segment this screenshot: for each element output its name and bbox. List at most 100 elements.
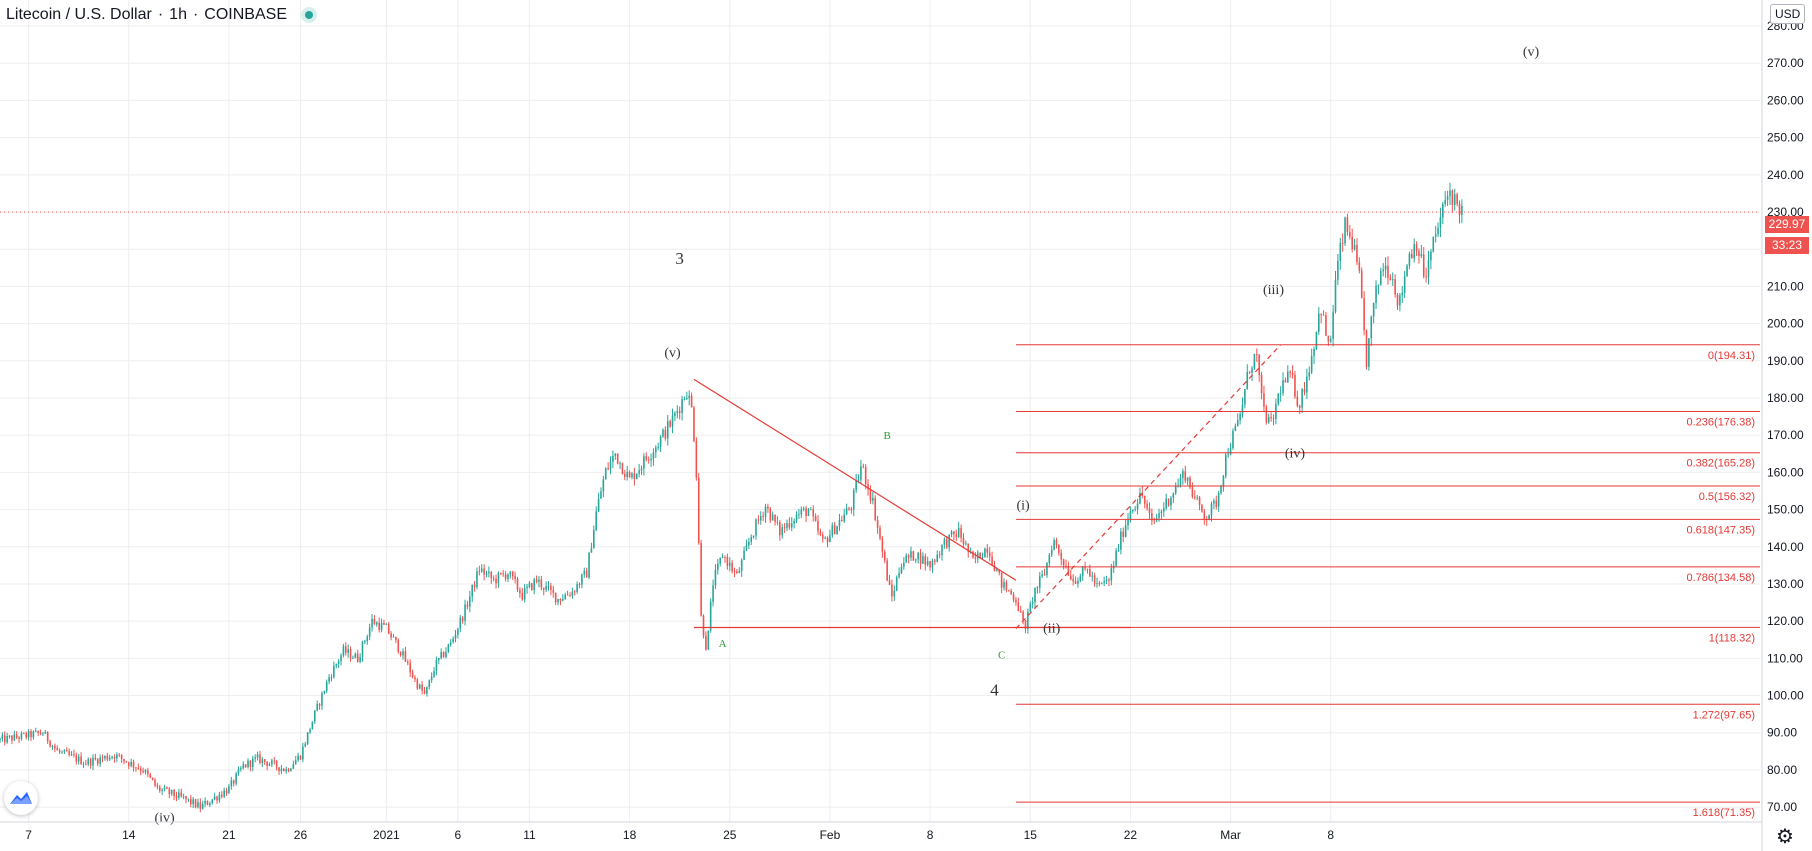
x-tick-label: 7: [25, 828, 32, 842]
candle-body: [841, 520, 843, 522]
candle-body: [640, 468, 643, 471]
candle-body: [323, 691, 326, 694]
candle-body: [8, 735, 11, 737]
candle-body: [655, 447, 657, 453]
candle-body: [1291, 372, 1294, 375]
candle-body: [1241, 404, 1244, 415]
candle-body: [588, 552, 590, 578]
candle-body: [1167, 498, 1170, 506]
candle-body: [228, 786, 230, 794]
candle-body: [893, 590, 896, 597]
candle-body: [707, 630, 710, 650]
candle-body: [733, 571, 736, 572]
candle-body: [89, 759, 92, 766]
candle-body: [984, 548, 986, 558]
candle-body: [335, 664, 338, 666]
candle-body: [244, 764, 247, 768]
candle-body: [950, 531, 953, 535]
candle-body: [1055, 540, 1058, 545]
y-tick-label: 240.00: [1767, 168, 1804, 182]
candle-body: [1298, 405, 1301, 408]
candle-body: [161, 789, 163, 791]
candle-body: [862, 466, 865, 468]
x-tick-label: 11: [523, 828, 536, 842]
tradingview-logo-icon[interactable]: [4, 781, 38, 815]
candle-body: [762, 516, 764, 517]
candle-body: [986, 548, 989, 553]
wave-labels-layer: 3 (v) (iv) B A C 4 (i) (ii) (iii) (iv) (v): [154, 45, 1539, 826]
currency-button[interactable]: USD: [1770, 4, 1806, 24]
candle-body: [595, 511, 598, 530]
candle-body: [905, 555, 908, 563]
wave-label: (v): [1523, 45, 1540, 60]
candle-body: [814, 516, 817, 521]
candle-body: [824, 537, 826, 539]
candle-body: [127, 762, 130, 766]
candle-body: [795, 515, 798, 521]
candle-body: [1277, 393, 1280, 404]
settings-gear-icon[interactable]: ⚙: [1776, 826, 1794, 848]
candle-body: [724, 557, 726, 558]
candle-body: [30, 730, 32, 738]
candle-body: [1129, 511, 1132, 520]
x-tick-label: 26: [294, 828, 308, 842]
candle-body: [736, 571, 738, 573]
wave-label: A: [719, 638, 727, 650]
candle-body: [883, 551, 886, 561]
candle-body: [614, 453, 617, 456]
wave-label: C: [998, 649, 1005, 661]
candle-body: [1394, 279, 1396, 295]
candle-body: [590, 548, 593, 553]
candle-body: [373, 619, 376, 625]
interval-label[interactable]: 1h: [169, 6, 187, 23]
candle-body: [1208, 515, 1210, 521]
candle-body: [788, 523, 791, 528]
candle-body: [266, 761, 268, 766]
candle-body: [1091, 575, 1094, 577]
candle-body: [616, 453, 619, 464]
candle-body: [886, 560, 888, 581]
candle-body: [550, 585, 552, 591]
candle-body: [1217, 493, 1220, 507]
candle-body: [1375, 285, 1377, 303]
candle-body: [709, 601, 712, 631]
candle-body: [755, 519, 757, 536]
candle-body: [371, 619, 373, 628]
candle-body: [426, 687, 428, 694]
candle-body: [805, 508, 807, 517]
candle-body: [926, 561, 929, 565]
candle-body: [156, 785, 159, 787]
candle-body: [1422, 254, 1425, 277]
candle-body: [292, 764, 295, 769]
candle-body: [1186, 477, 1189, 481]
candle-body: [452, 638, 454, 643]
candle-body: [1027, 611, 1029, 629]
candle-body: [383, 622, 385, 625]
candle-body: [1432, 236, 1435, 252]
candle-body: [287, 769, 290, 772]
candle-body: [996, 569, 998, 572]
candle-body: [1067, 566, 1070, 576]
candle-body: [15, 734, 18, 738]
candle-body: [686, 398, 688, 399]
candle-body: [945, 539, 948, 548]
candle-body: [476, 571, 478, 588]
candle-body: [18, 737, 20, 739]
candle-body: [1084, 566, 1086, 569]
candle-body: [514, 576, 516, 579]
candle-body: [1382, 269, 1384, 272]
candle-body: [1196, 497, 1198, 499]
candle-body: [101, 757, 104, 759]
candle-body: [1353, 244, 1356, 250]
x-tick-label: 14: [122, 828, 136, 842]
wave-label: (iv): [154, 811, 175, 826]
candle-body: [204, 801, 206, 804]
candle-body: [900, 566, 903, 574]
candle-body: [1177, 485, 1179, 486]
x-tick-label: 22: [1124, 828, 1138, 842]
candle-body: [965, 543, 967, 545]
symbol-name[interactable]: Litecoin / U.S. Dollar: [6, 6, 152, 23]
candle-body: [759, 516, 762, 521]
candle-body: [1344, 217, 1346, 244]
